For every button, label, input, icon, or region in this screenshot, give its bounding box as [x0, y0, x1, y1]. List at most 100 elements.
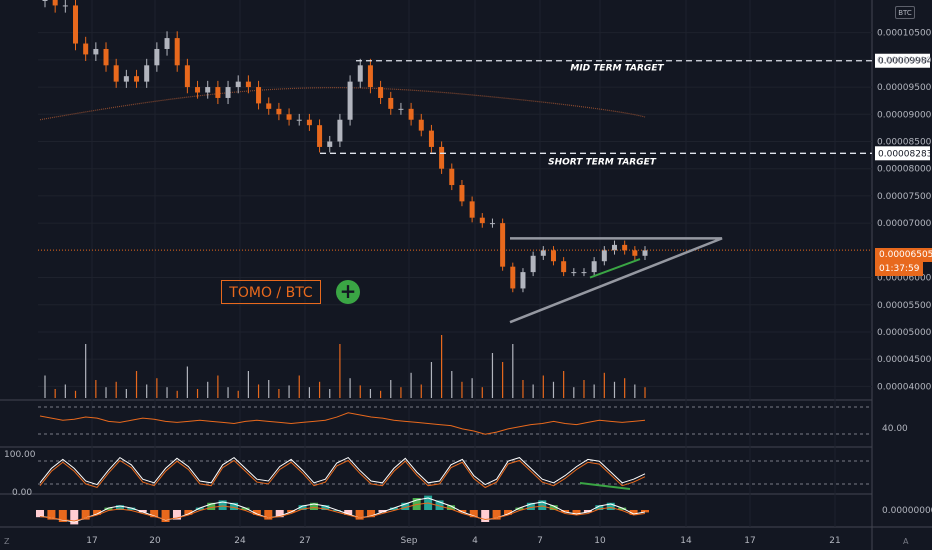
currency-badge[interactable]: BTC	[895, 6, 915, 19]
candle-body	[154, 48, 160, 66]
macd-histogram-bar	[138, 510, 147, 513]
macd-histogram-bar	[549, 505, 558, 510]
macd-histogram-bar	[378, 510, 387, 513]
time-tick-label: 10	[594, 536, 606, 546]
macd-histogram-bar	[184, 510, 193, 515]
candle-body	[622, 244, 628, 251]
candle-body	[591, 261, 597, 273]
stoch-k-line	[39, 456, 646, 486]
candle-body	[276, 108, 282, 115]
macd-histogram-bar	[161, 510, 170, 522]
candle-body	[215, 87, 221, 98]
auto-scale-button[interactable]: A	[903, 537, 909, 546]
macd-histogram-bar	[526, 502, 535, 510]
macd-histogram-bar	[515, 507, 524, 510]
price-tick-label: 0.00004500	[877, 355, 932, 365]
macd-histogram-bar	[618, 507, 627, 510]
macd-histogram-bar	[287, 510, 296, 513]
price-tick-label: 0.00007000	[877, 219, 932, 229]
candle-body	[317, 125, 323, 147]
candle-body	[571, 272, 577, 274]
triangle-pattern	[509, 237, 723, 324]
rsi-line	[39, 412, 646, 435]
price-axis[interactable]: 0.00010500 0.00010000 0.00009500 0.00009000…	[877, 29, 932, 393]
macd-histogram-bar	[561, 510, 570, 513]
macd-histogram-bar	[104, 507, 113, 510]
rsi-tick-label: 40.00	[882, 424, 908, 434]
macd-histogram-bar	[81, 510, 90, 520]
stoch-divergence-line	[579, 482, 631, 490]
plus-icon[interactable]: +	[336, 280, 360, 304]
candle-body	[388, 97, 394, 109]
candlestick-series	[38, 0, 872, 293]
candle-body	[611, 244, 617, 251]
macd-histogram-bar	[47, 510, 56, 520]
macd-histogram-bar	[195, 507, 204, 510]
price-tick-label: 0.00009500	[877, 83, 932, 93]
macd-histogram-bar	[172, 510, 181, 520]
candle-body	[52, 0, 58, 6]
target-price-box	[875, 146, 930, 161]
candle-body	[347, 81, 353, 120]
macd-histogram-bar	[641, 510, 649, 513]
candle-body	[357, 65, 363, 82]
candle-body	[449, 168, 455, 186]
candle-body	[256, 87, 262, 104]
macd-histogram-bar	[572, 510, 581, 515]
time-tick-label: Sep	[401, 536, 418, 546]
candle-body	[42, 0, 48, 1]
macd-histogram-bar	[344, 510, 353, 515]
last-price-label: 0.00006505	[875, 248, 932, 262]
stoch-tick-label: 0.00	[12, 488, 32, 498]
candle-body	[245, 81, 251, 88]
macd-histogram-bar	[606, 502, 615, 510]
candle-body	[184, 65, 190, 88]
candle-body	[83, 43, 89, 55]
macd-histogram-bar	[93, 510, 102, 515]
moving-average-layer	[39, 87, 646, 121]
macd-histogram-bar	[481, 510, 490, 522]
macd-histogram-bar	[446, 505, 455, 510]
macd-histogram-bar	[115, 505, 124, 510]
macd-histogram-bar	[583, 510, 592, 513]
macd-histogram-bar	[127, 507, 136, 510]
candle-body	[408, 108, 414, 120]
candle-body	[479, 217, 485, 224]
stoch-tick-label: 100.00	[4, 450, 36, 460]
candle-body	[93, 48, 99, 55]
candle-body	[73, 5, 79, 44]
target-lines: MID TERM TARGET 0.00009984 SHORT TERM TARG…	[320, 53, 932, 167]
candle-body	[378, 87, 384, 98]
target-price-box	[875, 53, 930, 68]
divergence-line	[589, 258, 641, 279]
target-label: MID TERM TARGET	[570, 64, 664, 74]
candle-body	[225, 87, 231, 98]
time-tick-label: 21	[829, 536, 840, 546]
time-tick-label: 7	[537, 536, 543, 546]
macd-histogram-bar	[504, 510, 513, 515]
macd-histogram-bar	[230, 502, 239, 510]
macd-histogram-bar	[264, 510, 273, 520]
time-axis[interactable]: 17 20 24 27 Sep 4 7 10 14 17 21	[86, 536, 840, 546]
candle-body	[500, 223, 506, 267]
target-price-label: 0.00008283	[878, 149, 932, 159]
candle-body	[367, 65, 373, 88]
candle-body	[286, 114, 292, 120]
macd-histogram-bar	[36, 510, 44, 518]
price-tick-label: 0.00005000	[877, 328, 932, 338]
macd-histogram-bar	[275, 510, 284, 518]
candle-body	[510, 266, 516, 289]
time-tick-label: 24	[234, 536, 246, 546]
countdown-label: 01:37:59	[875, 262, 924, 276]
zoom-button[interactable]: Z	[4, 537, 10, 546]
candle-body	[418, 119, 424, 131]
price-tick-label: 0.00010500	[877, 29, 932, 39]
candle-body	[550, 250, 556, 262]
candle-body	[520, 272, 526, 289]
candle-body	[174, 38, 180, 66]
macd-histogram-bar	[321, 505, 330, 510]
macd-histogram-bar	[401, 502, 410, 510]
candle-body	[123, 76, 129, 82]
